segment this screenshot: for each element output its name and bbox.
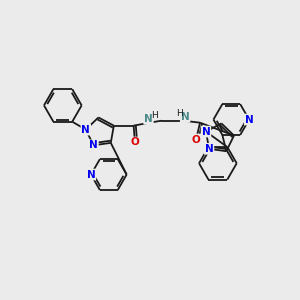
Text: O: O (130, 137, 139, 148)
Text: O: O (192, 134, 200, 145)
Text: N: N (87, 169, 95, 180)
Text: N: N (82, 124, 90, 135)
Text: N: N (144, 114, 153, 124)
Text: N: N (181, 112, 190, 122)
Text: N: N (202, 127, 210, 136)
Text: H: H (176, 109, 183, 118)
Text: N: N (89, 140, 98, 150)
Text: H: H (151, 111, 158, 120)
Text: N: N (245, 115, 254, 124)
Text: N: N (205, 144, 213, 154)
